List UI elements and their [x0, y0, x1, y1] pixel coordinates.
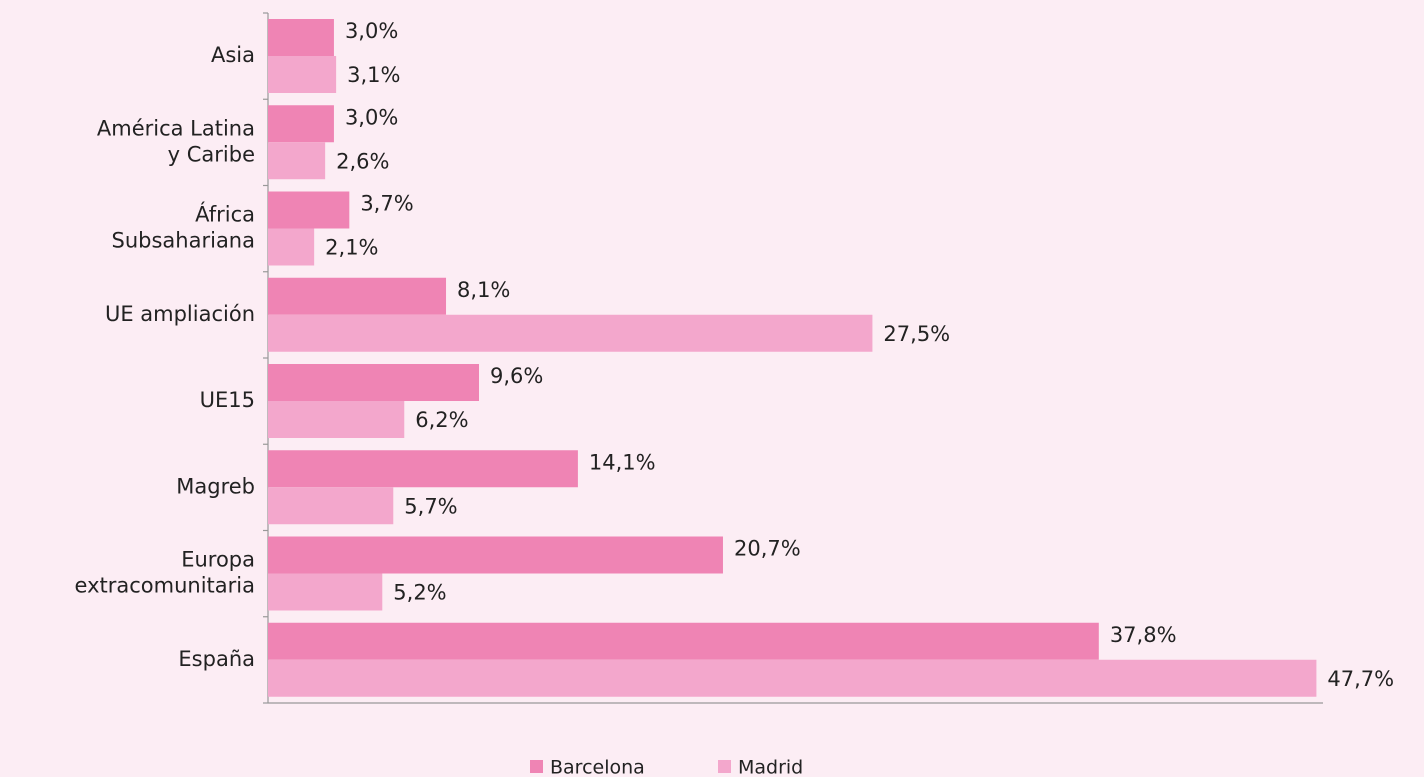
bar [268, 314, 873, 352]
value-label: 27,5% [883, 322, 950, 346]
y-tick-label: UE15 [200, 388, 255, 412]
legend-swatch [530, 760, 543, 773]
bar [268, 142, 326, 180]
legend-label: Barcelona [550, 757, 645, 777]
value-label: 6,2% [415, 408, 468, 432]
value-label: 8,1% [457, 278, 510, 302]
bar [268, 573, 383, 611]
bar [268, 659, 1317, 697]
y-tick-label: España [178, 647, 255, 671]
value-label: 37,8% [1110, 623, 1177, 647]
bar [268, 19, 334, 56]
bar [268, 228, 315, 266]
y-tick-label: Europa extracomunitaria [75, 548, 255, 598]
bar [268, 191, 350, 229]
bar [268, 450, 578, 488]
value-label: 5,7% [404, 494, 457, 518]
y-tick-label: Magreb [176, 474, 255, 498]
bar [268, 401, 405, 438]
y-tick-label: UE ampliación [105, 302, 255, 326]
value-label: 3,7% [360, 192, 413, 216]
legend-label: Madrid [738, 757, 803, 777]
legend-swatch [718, 760, 731, 773]
y-tick-label: América Latina y Caribe [97, 116, 255, 166]
bar [268, 56, 337, 93]
y-tick-label: Asia [211, 43, 255, 67]
value-label: 3,0% [345, 105, 398, 129]
value-label: 9,6% [490, 364, 543, 388]
value-label: 3,1% [347, 63, 400, 87]
value-label: 14,1% [589, 450, 656, 474]
bar [268, 487, 394, 525]
value-label: 20,7% [734, 537, 801, 561]
value-label: 5,2% [393, 581, 446, 605]
bar [268, 536, 723, 574]
bar [268, 364, 479, 401]
value-label: 47,7% [1327, 667, 1394, 691]
value-label: 3,0% [345, 19, 398, 43]
y-tick-label: África Subsahariana [112, 202, 255, 253]
value-label: 2,6% [336, 149, 389, 173]
bar [268, 277, 447, 315]
value-label: 2,1% [325, 236, 378, 260]
bar [268, 622, 1099, 660]
bar [268, 105, 334, 143]
